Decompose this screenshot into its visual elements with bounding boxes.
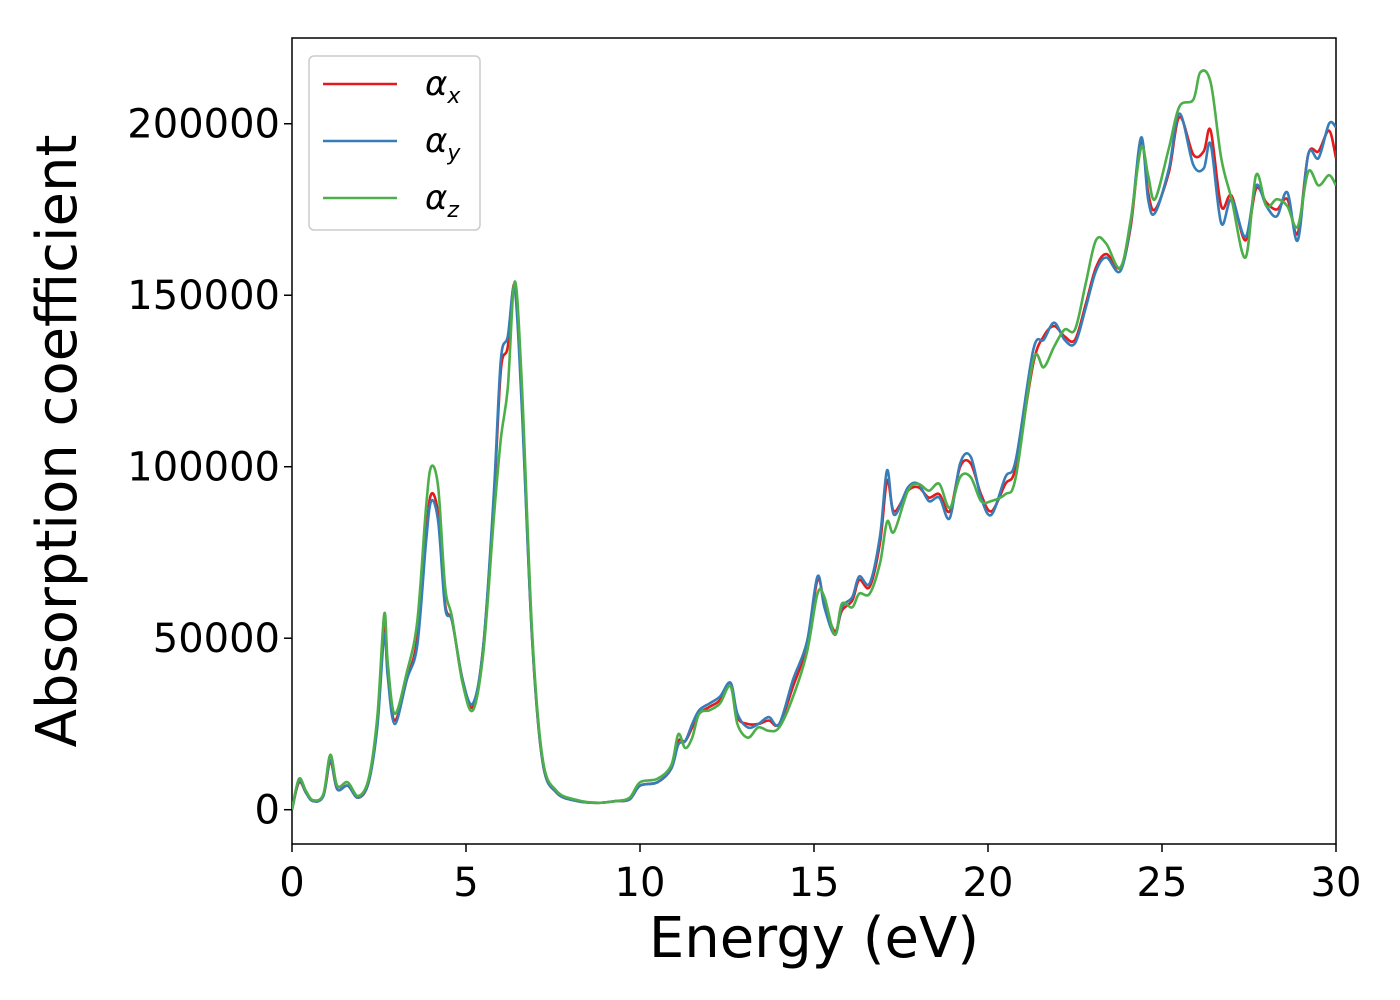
y-tick-label: 50000	[153, 616, 280, 662]
legend-subscript: y	[446, 141, 461, 166]
x-tick-label: 25	[1137, 860, 1188, 906]
x-tick-label: 10	[615, 860, 666, 906]
y-tick-label: 150000	[127, 273, 280, 319]
y-tick-label: 0	[255, 788, 280, 834]
legend-label-x: αx	[425, 64, 461, 109]
x-tick-label: 20	[963, 860, 1014, 906]
x-tick-label: 15	[789, 860, 840, 906]
series-line-y	[292, 112, 1336, 811]
legend-subscript: z	[446, 198, 459, 223]
x-axis-ticks: 0 5 10 15 20 25 30	[279, 844, 1361, 906]
y-axis-title: Absorption coefficient	[25, 135, 90, 748]
x-tick-label: 30	[1311, 860, 1362, 906]
legend-symbol: α	[425, 121, 447, 161]
x-tick-label: 0	[279, 860, 304, 906]
y-axis-ticks: 0 50000 100000 150000 200000	[127, 102, 292, 834]
x-axis-title: Energy (eV)	[649, 906, 979, 971]
legend-label-z: αz	[425, 178, 459, 223]
series-layer	[292, 69, 1336, 811]
y-tick-label: 200000	[127, 102, 280, 148]
legend-symbol: α	[425, 178, 447, 218]
legend-box	[308, 55, 481, 231]
series-line-z	[292, 69, 1336, 810]
legend-subscript: x	[446, 84, 461, 109]
y-tick-label: 100000	[127, 445, 280, 491]
legend-symbol: α	[425, 64, 447, 104]
x-tick-label: 5	[453, 860, 478, 906]
legend-label-y: αy	[425, 121, 461, 166]
